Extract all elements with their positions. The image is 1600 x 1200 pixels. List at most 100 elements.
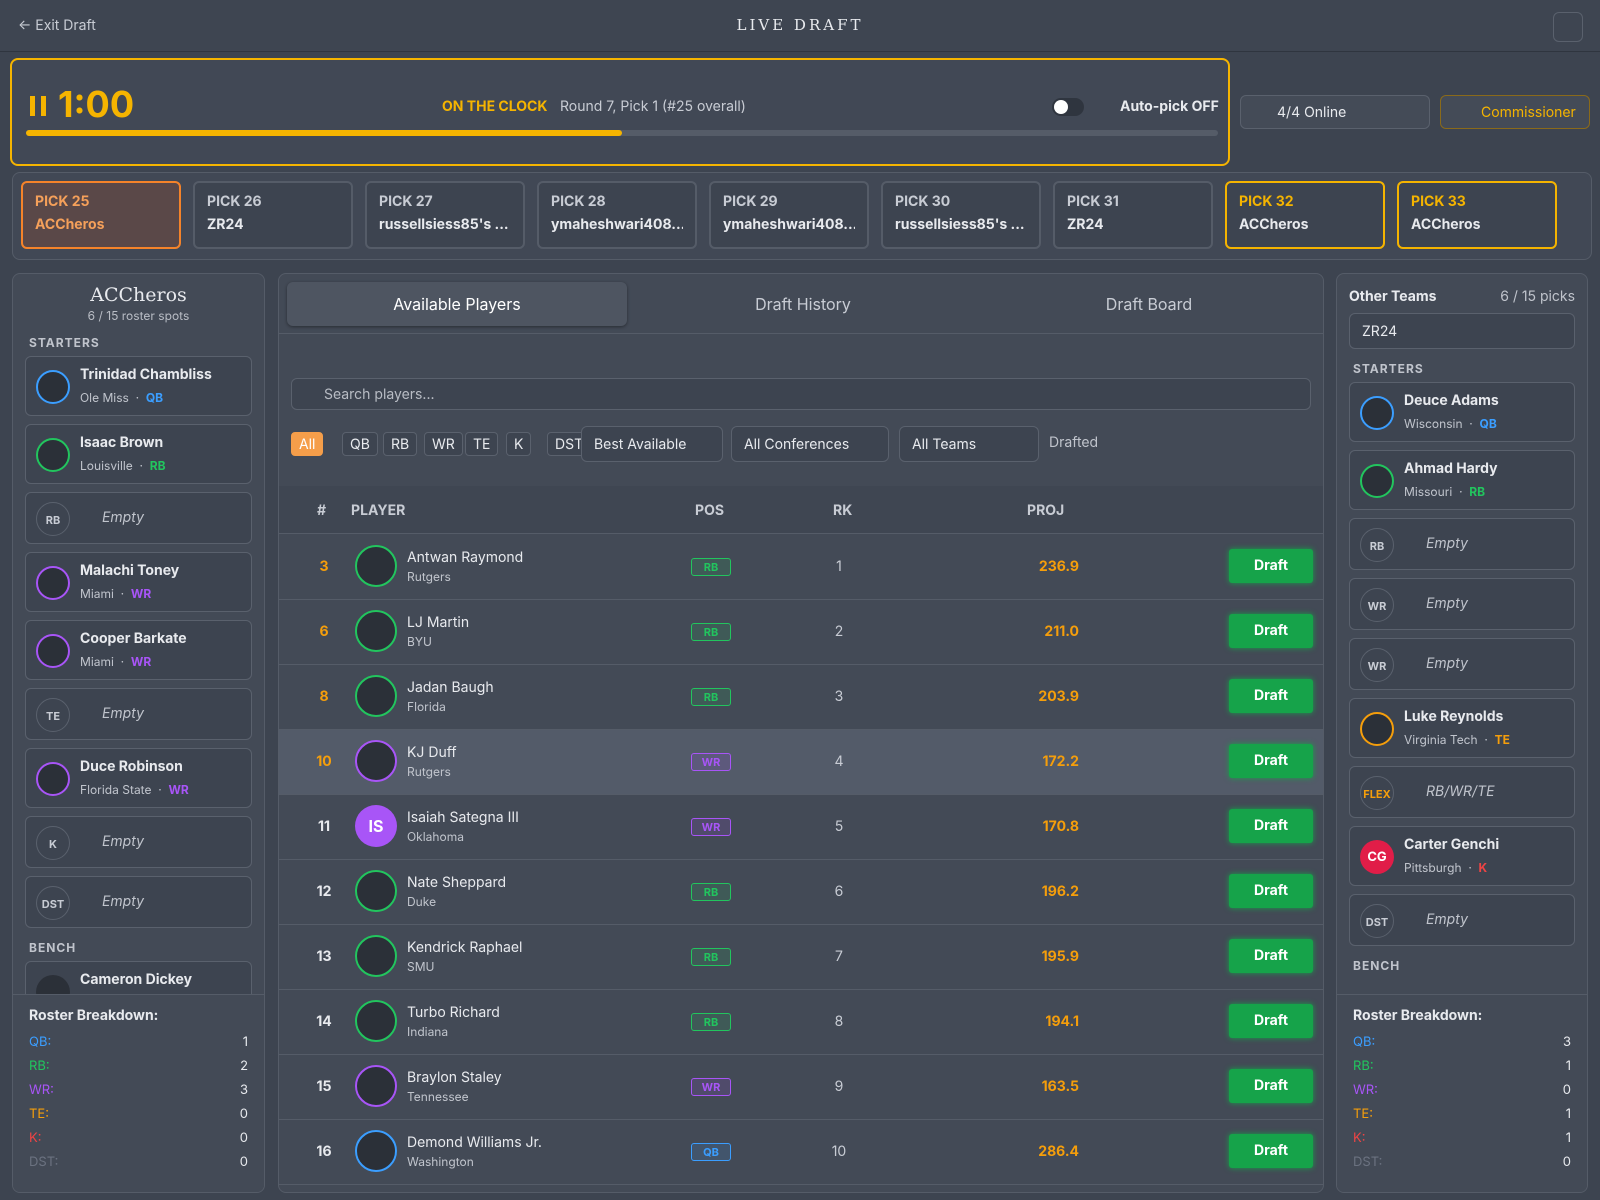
breakdown-row: DST: 0: [1353, 1154, 1571, 1178]
player-pos: WR: [168, 782, 189, 797]
player-name: Duce Robinson: [80, 758, 183, 775]
team-dropdown[interactable]: All Teams: [899, 426, 1039, 462]
column-header: PROJ: [1027, 502, 1065, 519]
autopick-toggle[interactable]: [1052, 98, 1084, 116]
breakdown-label: DST:: [1353, 1154, 1383, 1170]
draft-button[interactable]: Draft: [1229, 549, 1313, 583]
pick-card[interactable]: PICK 32 ACCheros: [1225, 181, 1385, 249]
position-badge: RB: [691, 1013, 731, 1031]
avatar: CG: [1360, 840, 1394, 874]
roster-slot[interactable]: Duce Robinson Florida State · WR: [25, 748, 252, 808]
pick-team: russellsiess85's ...: [379, 216, 509, 233]
pick-card[interactable]: PICK 33 ACCheros: [1397, 181, 1557, 249]
roster-slot[interactable]: CG Carter Genchi Pittsburgh · K: [1349, 826, 1575, 886]
search-box[interactable]: Search players...: [291, 378, 1311, 410]
projection: 196.2: [1041, 883, 1079, 900]
roster-slot[interactable]: Cooper Barkate Miami · WR: [25, 620, 252, 680]
player-row[interactable]: 12 Nate Sheppard Duke RB 6 196.2 Draft: [279, 860, 1323, 925]
player-school: Washington: [407, 1154, 474, 1169]
roster-slot[interactable]: Malachi Toney Miami · WR: [25, 552, 252, 612]
position-filter[interactable]: WR: [424, 432, 463, 456]
breakdown-title: Roster Breakdown:: [29, 1007, 159, 1024]
tab[interactable]: Available Players: [287, 282, 627, 326]
draft-button[interactable]: Draft: [1229, 1004, 1313, 1038]
position-filter[interactable]: K: [506, 432, 532, 456]
pick-number: 14: [316, 1013, 332, 1030]
draft-button[interactable]: Draft: [1229, 744, 1313, 778]
exit-label[interactable]: Exit Draft: [35, 17, 96, 34]
player-row[interactable]: 13 Kendrick Raphael SMU RB 7 195.9 Draft: [279, 925, 1323, 990]
position-filter[interactable]: All: [291, 432, 324, 456]
roster-slot[interactable]: Ahmad Hardy Missouri · RB: [1349, 450, 1575, 510]
player-row[interactable]: 14 Turbo Richard Indiana RB 8 194.1 Draft: [279, 990, 1323, 1055]
empty-slot: WR Empty: [1349, 638, 1575, 690]
roster-slot[interactable]: Deuce Adams Wisconsin · QB: [1349, 382, 1575, 442]
column-header: RK: [833, 502, 853, 519]
pick-team: ZR24: [1067, 216, 1104, 233]
player-school: Virginia Tech: [1404, 732, 1478, 747]
table-header: [279, 486, 1323, 534]
online-dropdown[interactable]: 4/4 Online: [1240, 95, 1430, 129]
avatar: [355, 675, 397, 717]
position-filter[interactable]: QB: [342, 432, 378, 456]
player-row[interactable]: 10 KJ Duff Rutgers WR 4 172.2 Draft: [279, 730, 1323, 795]
player-pos: WR: [130, 654, 152, 669]
player-row[interactable]: 15 Braylon Staley Tennessee WR 9 163.5 Draft: [279, 1055, 1323, 1120]
draft-button[interactable]: Draft: [1229, 874, 1313, 908]
drafted-checkbox[interactable]: Drafted: [1049, 434, 1099, 451]
avatar: [36, 762, 70, 796]
player-row[interactable]: 11 IS Isaiah Sategna III Oklahoma WR 5 170.8 Dr…: [279, 795, 1323, 860]
roster-slot[interactable]: Luke Reynolds Virginia Tech · TE: [1349, 698, 1575, 758]
tab[interactable]: Draft History: [755, 294, 851, 314]
draft-button[interactable]: Draft: [1229, 939, 1313, 973]
player-name: Trinidad Chambliss: [80, 366, 212, 383]
avatar: [355, 545, 397, 587]
roster-slot[interactable]: Trinidad Chambliss Ole Miss · QB: [25, 356, 252, 416]
avatar: [355, 1130, 397, 1172]
pause-icon[interactable]: [30, 96, 46, 116]
empty-slot: TE Empty: [25, 688, 252, 740]
empty-slot: RB Empty: [1349, 518, 1575, 570]
pick-card[interactable]: PICK 31 ZR24: [1053, 181, 1213, 249]
player-row[interactable]: 6 LJ Martin BYU RB 2 211.0 Draft: [279, 600, 1323, 665]
slot-text: Empty: [1426, 535, 1468, 552]
draft-button[interactable]: Draft: [1229, 1069, 1313, 1103]
slot-text: Empty: [102, 705, 144, 722]
position-filter[interactable]: RB: [383, 432, 418, 456]
rank: 9: [834, 1078, 844, 1095]
theme-toggle[interactable]: [1553, 12, 1583, 42]
pick-card[interactable]: PICK 25 ACCheros: [21, 181, 181, 249]
position-filter[interactable]: TE: [465, 432, 499, 456]
pick-card[interactable]: PICK 26 ZR24: [193, 181, 353, 249]
tab[interactable]: Draft Board: [1105, 294, 1193, 314]
avatar: [355, 740, 397, 782]
breakdown-row: RB: 1: [1353, 1058, 1571, 1082]
avatar: [355, 935, 397, 977]
pick-card[interactable]: PICK 28 ymaheshwari408...: [537, 181, 697, 249]
team-select[interactable]: ZR24: [1349, 313, 1575, 349]
empty-slot: RB Empty: [25, 492, 252, 544]
draft-button[interactable]: Draft: [1229, 614, 1313, 648]
breakdown-count: 1: [1565, 1058, 1571, 1074]
player-row[interactable]: 8 Jadan Baugh Florida RB 3 203.9 Draft: [279, 665, 1323, 730]
separator: ·: [128, 390, 146, 405]
pick-card[interactable]: PICK 29 ymaheshwari408...: [709, 181, 869, 249]
commissioner-button[interactable]: Commissioner: [1440, 95, 1590, 129]
roster-slot[interactable]: Isaac Brown Louisville · RB: [25, 424, 252, 484]
player-row[interactable]: 3 Antwan Raymond Rutgers RB 1 236.9 Draft: [279, 535, 1323, 600]
roster-breakdown: Roster Breakdown: QB: 3 RB: 1 WR: 0 TE: 1 K: 1 DST:…: [1337, 994, 1587, 1192]
player-row[interactable]: 16 Demond Williams Jr. Washington QB 10 286.4…: [279, 1120, 1323, 1185]
draft-button[interactable]: Draft: [1229, 809, 1313, 843]
draft-button[interactable]: Draft: [1229, 679, 1313, 713]
draft-button[interactable]: Draft: [1229, 1134, 1313, 1168]
exit-button[interactable]: ← Exit Draft: [18, 17, 96, 34]
sort-dropdown[interactable]: Best Available: [581, 426, 723, 462]
player-name: Luke Reynolds: [1404, 708, 1504, 725]
conference-dropdown[interactable]: All Conferences: [731, 426, 889, 462]
pick-label: PICK 31: [1067, 193, 1119, 210]
pick-card[interactable]: PICK 30 russellsiess85's ...: [881, 181, 1041, 249]
pick-card[interactable]: PICK 27 russellsiess85's ...: [365, 181, 525, 249]
pick-label: PICK 33: [1411, 193, 1466, 210]
timer: 1:00: [58, 82, 135, 126]
player-school: Miami: [80, 654, 114, 669]
